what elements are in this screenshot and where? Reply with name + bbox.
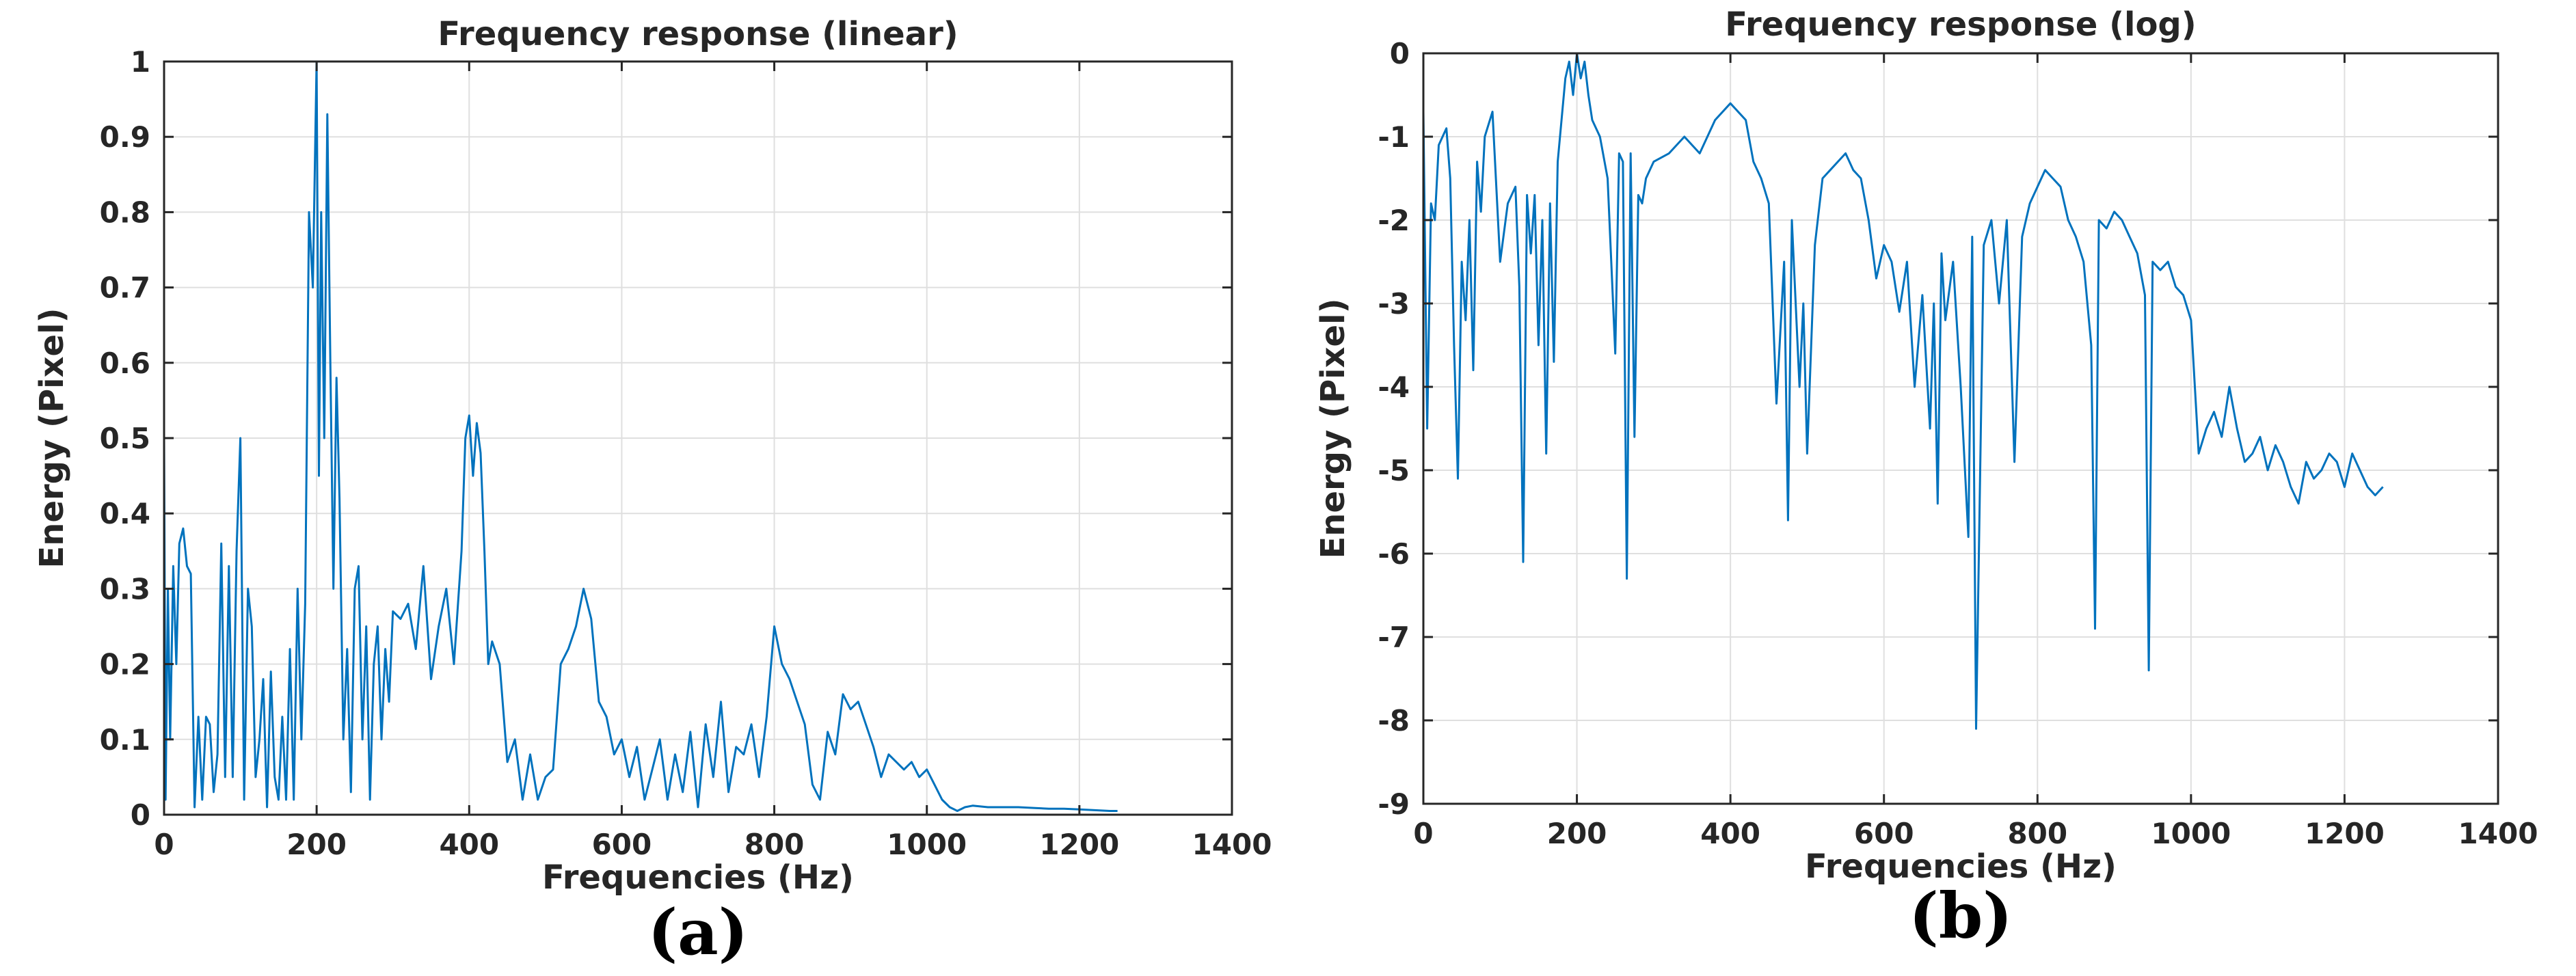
y-tick-label: -6 [1378, 537, 1410, 571]
y-tick-label: -7 [1378, 621, 1410, 654]
y-tick-label: -4 [1378, 370, 1410, 404]
x-tick-label: 1000 [2151, 817, 2231, 850]
grid-log [1423, 53, 2499, 804]
y-tick-label: 1 [131, 45, 150, 79]
x-tick-label: 1400 [1192, 828, 1272, 861]
y-tick-label: 0.4 [100, 497, 150, 530]
y-tick-label: -1 [1378, 120, 1410, 154]
x-tick-label: 200 [1547, 817, 1607, 850]
y-tick-label: 0.6 [100, 347, 150, 380]
x-tick-label: 600 [592, 828, 652, 861]
series-layer-log [1422, 52, 2384, 730]
x-tick-label: 1000 [887, 828, 967, 861]
y-tick-label: 0.9 [100, 120, 150, 154]
y-tick-label: -2 [1378, 204, 1410, 237]
panel-label-a: (a) [648, 895, 749, 969]
y-tick-label: -8 [1378, 704, 1410, 737]
x-tick-label: 0 [154, 828, 174, 861]
ticks-log: 0 200 400 600 800 1000 1200 1400 0 -1 -2 -3 -4 -5 -6 -7… [1378, 37, 2538, 850]
y-axis-label-log: Energy (Pixel) [1314, 298, 1352, 558]
x-tick-label: 0 [1413, 817, 1433, 850]
x-tick-label: 800 [2007, 817, 2067, 850]
plot-frame-log [1422, 52, 2499, 805]
y-tick-label: 0.1 [100, 723, 150, 757]
y-tick-label: 0.7 [100, 271, 150, 305]
y-tick-label: 0.5 [100, 422, 150, 455]
x-tick-label: 1200 [1039, 828, 1119, 861]
x-tick-label: 600 [1854, 817, 1914, 850]
y-tick-label: -3 [1378, 287, 1410, 321]
y-tick-label: 0.8 [100, 195, 150, 229]
ticks-linear: 0 200 400 600 800 1000 1200 1400 0 0.1 0.2 0.3 0.4 0.… [100, 45, 1272, 861]
x-tick-label: 1200 [2305, 817, 2385, 850]
chart-title-linear: Frequency response (linear) [438, 15, 958, 53]
y-tick-label: 0.3 [100, 572, 150, 606]
y-tick-label: -9 [1378, 787, 1410, 821]
y-tick-label: 0.2 [100, 648, 150, 681]
y-axis-label-linear: Energy (Pixel) [33, 308, 71, 568]
y-tick-label: 0 [1390, 37, 1410, 70]
chart-title-log: Frequency response (log) [1725, 5, 2196, 44]
panel-label-b: (b) [1909, 879, 2012, 953]
x-tick-label: 400 [439, 828, 499, 861]
series-layer-linear [163, 60, 1118, 812]
y-tick-label: 0 [131, 798, 150, 832]
x-tick-label: 1400 [2458, 817, 2538, 850]
series-line [163, 60, 1118, 812]
series-line [1422, 52, 2384, 730]
chart-log: 0 200 400 600 800 1000 1200 1400 0 -1 -2 -3 -4 -5 -6 -7… [1314, 5, 2538, 953]
chart-linear: 0 200 400 600 800 1000 1200 1400 0 0.1 0.2 0.3 0.4 0.… [33, 15, 1272, 969]
x-tick-label: 200 [286, 828, 347, 861]
y-tick-label: -5 [1378, 454, 1410, 487]
x-tick-label: 800 [744, 828, 805, 861]
x-axis-label-log: Frequencies (Hz) [1805, 848, 2117, 886]
x-tick-label: 400 [1700, 817, 1760, 850]
x-axis-label-linear: Frequencies (Hz) [542, 858, 854, 897]
